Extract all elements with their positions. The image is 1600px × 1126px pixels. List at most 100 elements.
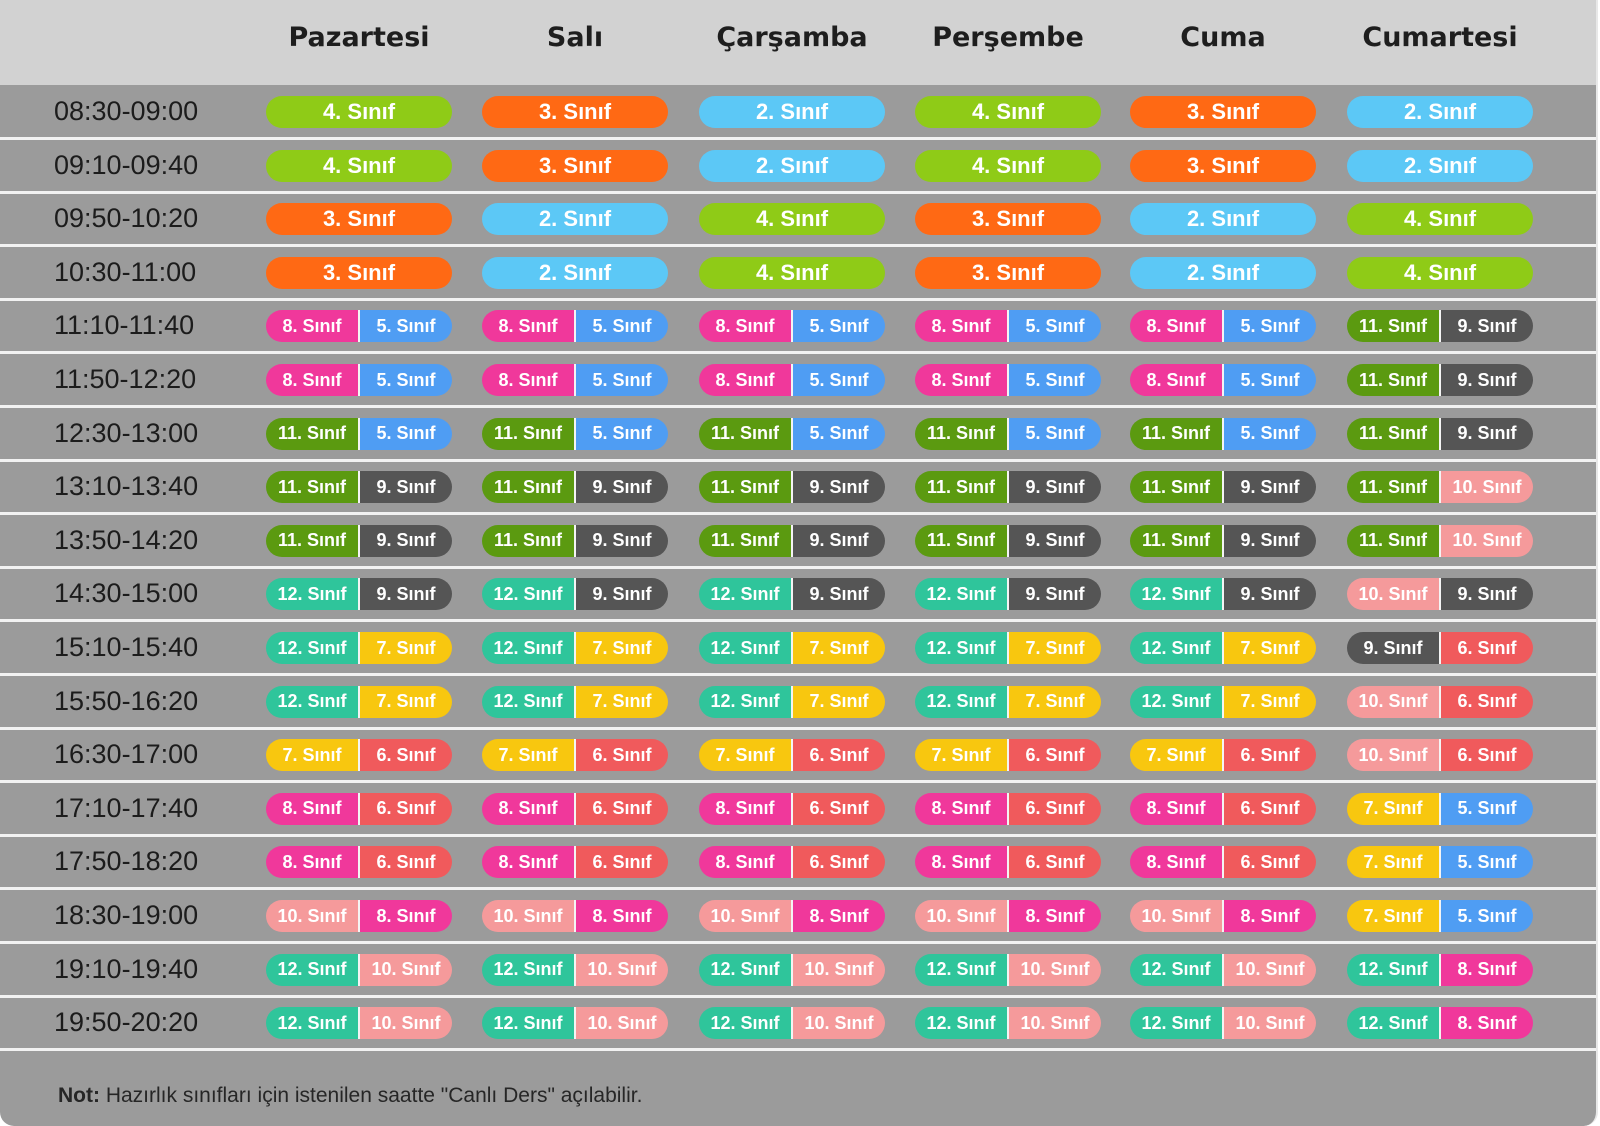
- schedule-row: 19:50-20:20 12. Sınıf 10. Sınıf 12. Sınıf 10…: [0, 997, 1596, 1052]
- day-header: Pazartesi Salı Çarşamba Perşembe Cuma Cumarte…: [0, 0, 1596, 85]
- class-badge-2: 2. Sınıf: [482, 256, 668, 289]
- lesson-cell: 12. Sınıf 7. Sınıf: [482, 685, 668, 718]
- lesson-cell: 3. Sınıf: [915, 203, 1101, 236]
- lesson-cell: 11. Sınıf 5. Sınıf: [482, 417, 668, 450]
- class-badge-11: 11. Sınıf: [1347, 524, 1439, 557]
- class-badge-8: 8. Sınıf: [915, 792, 1007, 825]
- lesson-cell: 10. Sınıf 8. Sınıf: [699, 900, 885, 932]
- class-badge-8: 8. Sınıf: [266, 310, 358, 343]
- lesson-cell: 12. Sınıf 10. Sınıf: [482, 1007, 668, 1040]
- lesson-cell: 8. Sınıf 6. Sınıf: [482, 792, 668, 825]
- class-badge-5: 5. Sınıf: [574, 310, 668, 343]
- class-badge-11: 11. Sınıf: [1130, 417, 1222, 450]
- class-badge-9: 9. Sınıf: [791, 471, 885, 504]
- class-badge-2: 2. Sınıf: [482, 203, 668, 236]
- class-badge-12: 12. Sınıf: [699, 632, 791, 664]
- class-badge-9: 9. Sınıf: [791, 578, 885, 611]
- class-badge-8: 8. Sınıf: [1130, 792, 1222, 825]
- schedule-row: 09:50-10:20 3. Sınıf 2. Sınıf 4. Sınıf 3. Sı…: [0, 193, 1596, 248]
- class-badge-6: 6. Sınıf: [1439, 739, 1533, 772]
- class-badge-8: 8. Sınıf: [1439, 1007, 1533, 1040]
- class-badge-9: 9. Sınıf: [1222, 524, 1316, 557]
- class-badge-5: 5. Sınıf: [358, 417, 452, 450]
- class-badge-12: 12. Sınıf: [266, 1007, 358, 1040]
- class-badge-4: 4. Sınıf: [699, 256, 885, 289]
- lesson-cell: 12. Sınıf 9. Sınıf: [482, 578, 668, 611]
- lesson-cell: 4. Sınıf: [266, 149, 452, 182]
- class-badge-2: 2. Sınıf: [1130, 256, 1316, 289]
- class-badge-7: 7. Sınıf: [1222, 685, 1316, 718]
- class-badge-6: 6. Sınıf: [1222, 792, 1316, 825]
- lesson-cell: 12. Sınıf 10. Sınıf: [1130, 953, 1316, 986]
- lesson-cell: 8. Sınıf 5. Sınıf: [1130, 364, 1316, 396]
- class-badge-5: 5. Sınıf: [1007, 310, 1101, 343]
- lesson-cell: 12. Sınıf 9. Sınıf: [915, 578, 1101, 611]
- class-badge-5: 5. Sınıf: [791, 417, 885, 450]
- lesson-cell: 8. Sınıf 6. Sınıf: [699, 792, 885, 825]
- class-badge-9: 9. Sınıf: [1439, 364, 1533, 396]
- day-header-0: Pazartesi: [288, 22, 430, 53]
- class-badge-10: 10. Sınıf: [574, 953, 668, 986]
- class-badge-6: 6. Sınıf: [791, 739, 885, 772]
- class-badge-12: 12. Sınıf: [1130, 632, 1222, 664]
- class-badge-8: 8. Sınıf: [699, 364, 791, 396]
- class-badge-6: 6. Sınıf: [358, 792, 452, 825]
- lesson-cell: 8. Sınıf 5. Sınıf: [699, 364, 885, 396]
- class-badge-10: 10. Sınıf: [1130, 900, 1222, 932]
- class-badge-4: 4. Sınıf: [266, 149, 452, 182]
- lesson-cell: 11. Sınıf 9. Sınıf: [915, 524, 1101, 557]
- class-badge-9: 9. Sınıf: [1439, 578, 1533, 611]
- class-badge-7: 7. Sınıf: [915, 739, 1007, 772]
- class-badge-7: 7. Sınıf: [482, 739, 574, 772]
- class-badge-4: 4. Sınıf: [1347, 256, 1533, 289]
- time-slot: 13:50-14:20: [54, 524, 199, 555]
- class-badge-7: 7. Sınıf: [266, 739, 358, 772]
- class-badge-7: 7. Sınıf: [1007, 685, 1101, 718]
- class-badge-5: 5. Sınıf: [1222, 310, 1316, 343]
- schedule-row: 13:50-14:20 11. Sınıf 9. Sınıf 11. Sınıf 9. …: [0, 515, 1596, 569]
- lesson-cell: 2. Sınıf: [1130, 256, 1316, 289]
- lesson-cell: 4. Sınıf: [1347, 256, 1533, 289]
- schedule-row: 15:50-16:20 12. Sınıf 7. Sınıf 12. Sınıf 7. …: [0, 676, 1596, 730]
- lesson-cell: 10. Sınıf 8. Sınıf: [915, 900, 1101, 932]
- lesson-cell: 11. Sınıf 5. Sınıf: [915, 417, 1101, 450]
- lesson-cell: 7. Sınıf 6. Sınıf: [915, 739, 1101, 772]
- class-badge-5: 5. Sınıf: [574, 417, 668, 450]
- lesson-cell: 12. Sınıf 7. Sınıf: [699, 685, 885, 718]
- class-badge-2: 2. Sınıf: [699, 149, 885, 182]
- class-badge-10: 10. Sınıf: [791, 953, 885, 986]
- lesson-cell: 3. Sınıf: [1130, 149, 1316, 182]
- class-badge-5: 5. Sınıf: [791, 310, 885, 343]
- lesson-cell: 12. Sınıf 10. Sınıf: [266, 1007, 452, 1040]
- schedule-row: 08:30-09:00 4. Sınıf 3. Sınıf 2. Sınıf 4. Sı…: [0, 86, 1596, 140]
- lesson-cell: 7. Sınıf 5. Sınıf: [1347, 792, 1533, 825]
- time-slot: 09:10-09:40: [54, 149, 199, 180]
- day-header-4: Cuma: [1180, 22, 1266, 53]
- lesson-cell: 11. Sınıf 5. Sınıf: [699, 417, 885, 450]
- lesson-cell: 11. Sınıf 9. Sınıf: [1347, 417, 1533, 450]
- class-badge-8: 8. Sınıf: [1222, 900, 1316, 932]
- class-badge-6: 6. Sınıf: [574, 739, 668, 772]
- class-badge-3: 3. Sınıf: [266, 256, 452, 289]
- class-badge-7: 7. Sınıf: [791, 685, 885, 718]
- class-badge-6: 6. Sınıf: [574, 792, 668, 825]
- lesson-cell: 8. Sınıf 6. Sınıf: [266, 846, 452, 879]
- lesson-cell: 12. Sınıf 7. Sınıf: [915, 685, 1101, 718]
- class-badge-11: 11. Sınıf: [1347, 364, 1439, 396]
- class-badge-7: 7. Sınıf: [699, 739, 791, 772]
- class-badge-12: 12. Sınıf: [266, 953, 358, 986]
- class-badge-9: 9. Sınıf: [791, 524, 885, 557]
- class-badge-4: 4. Sınıf: [915, 149, 1101, 182]
- schedule-row: 09:10-09:40 4. Sınıf 3. Sınıf 2. Sınıf 4. Sı…: [0, 140, 1596, 194]
- class-badge-6: 6. Sınıf: [1007, 739, 1101, 772]
- schedule-row: 12:30-13:00 11. Sınıf 5. Sınıf 11. Sınıf 5. …: [0, 408, 1596, 462]
- time-slot: 13:10-13:40: [54, 471, 199, 502]
- lesson-cell: 12. Sınıf 7. Sınıf: [915, 632, 1101, 664]
- day-header-2: Çarşamba: [716, 22, 868, 53]
- class-badge-8: 8. Sınıf: [1439, 953, 1533, 986]
- class-badge-8: 8. Sınıf: [266, 792, 358, 825]
- class-badge-7: 7. Sınıf: [358, 632, 452, 664]
- lesson-cell: 12. Sınıf 10. Sınıf: [915, 1007, 1101, 1040]
- class-badge-5: 5. Sınıf: [1222, 364, 1316, 396]
- time-slot: 17:50-18:20: [54, 846, 199, 877]
